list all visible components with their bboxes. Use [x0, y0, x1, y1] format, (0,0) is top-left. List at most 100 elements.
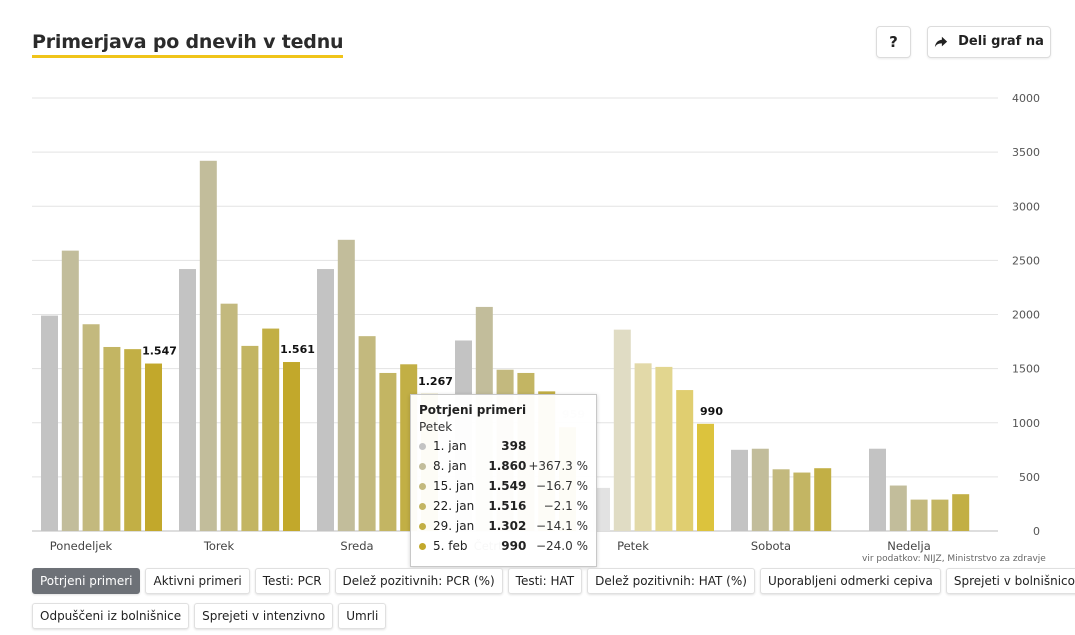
x-tick-label: Sobota [751, 539, 791, 553]
tooltip-row: 15. jan 1.549 −16.7 % [419, 476, 588, 496]
share-arrow-icon [935, 36, 948, 48]
page-title: Primerjava po dnevih v tednu [32, 30, 344, 58]
help-button[interactable]: ? [876, 26, 911, 58]
bar [952, 494, 970, 531]
tooltip-title: Potrjeni primeri [419, 403, 527, 417]
bar [751, 448, 769, 531]
tooltip-row: 8. jan 1.860 +367.3 % [419, 456, 588, 476]
tooltip-change: −16.7 % [535, 479, 588, 493]
y-tick-label: 500 [1019, 471, 1040, 484]
tooltip-value: 990 [501, 539, 527, 553]
data-label: 1.267 [418, 375, 453, 388]
tab-row: Potrjeni primeri Aktivni primeri Testi: PC… [32, 568, 1075, 594]
y-tick-label: 3500 [1012, 146, 1040, 159]
metric-tabs: Potrjeni primeri Aktivni primeri Testi: PC… [32, 568, 1075, 635]
tab-testi-hat[interactable]: Testi: HAT [507, 568, 583, 594]
bar [82, 324, 100, 531]
legend-dot-icon [419, 522, 426, 530]
tab-delež-pozitivnih-pcr[interactable]: Delež pozitivnih: PCR (%) [334, 568, 503, 594]
tooltip-row: 1. jan 398 [419, 436, 588, 456]
y-tick-label: 2000 [1012, 309, 1040, 322]
bar [61, 250, 79, 531]
tooltip-change: −14.1 % [535, 519, 588, 533]
tab-row: Odpuščeni iz bolnišnice Sprejeti v intenz… [32, 603, 1052, 629]
data-label: 1.547 [142, 345, 177, 358]
legend-dot-icon [419, 442, 426, 450]
tab-aktivni-primeri[interactable]: Aktivni primeri [145, 568, 250, 594]
bar [676, 390, 694, 531]
tooltip-change: −2.1 % [543, 499, 588, 513]
tooltip-value: 1.549 [488, 479, 527, 493]
y-tick-label: 2500 [1012, 254, 1040, 267]
x-tick-label: Petek [617, 539, 649, 553]
y-tick-label: 1000 [1012, 417, 1040, 430]
bar [179, 269, 196, 531]
bar [889, 485, 907, 531]
bar [793, 472, 811, 531]
tooltip-subtitle: Petek [419, 420, 453, 434]
bar [613, 329, 631, 531]
bar [220, 303, 238, 531]
tooltip-row: 29. jan 1.302 −14.1 % [419, 516, 588, 536]
bar [199, 160, 217, 531]
bar [103, 346, 121, 531]
bar [358, 336, 376, 531]
bar [910, 499, 928, 531]
tab-sprejeti-v-intenzivno[interactable]: Sprejeti v intenzivno [194, 603, 334, 629]
bar [317, 269, 334, 531]
legend-dot-icon [419, 502, 426, 510]
share-button-label: Deli graf na [958, 34, 1044, 49]
bar [283, 362, 300, 531]
tooltip-date: 15. jan [433, 479, 475, 493]
tooltip-row: 5. feb 990 −24.0 % [419, 536, 588, 556]
tooltip-date: 22. jan [433, 499, 475, 513]
bar [731, 449, 748, 531]
y-tick-label: 1500 [1012, 363, 1040, 376]
bar [41, 315, 58, 531]
tooltip-date: 5. feb [433, 539, 468, 553]
tab-uporabljeni-odmerki-cepiva[interactable]: Uporabljeni odmerki cepiva [759, 568, 941, 594]
x-tick-label: Sreda [340, 539, 373, 553]
data-label: 1.561 [280, 343, 315, 356]
bar [241, 345, 259, 531]
tooltip-row: 22. jan 1.516 −2.1 % [419, 496, 588, 516]
bar [593, 487, 610, 531]
bar [931, 499, 949, 531]
share-button[interactable]: Deli graf na [927, 26, 1051, 58]
y-tick-label: 0 [1033, 525, 1040, 538]
tooltip-date: 1. jan [433, 439, 467, 453]
tooltip-change: +367.3 % [528, 459, 588, 473]
bar-chart: 0 500 1000 1500 2000 2500 3000 3500 4000 Ponedelj… [32, 92, 1040, 553]
bar [697, 423, 714, 531]
bar [634, 363, 652, 531]
tooltip-value: 1.302 [488, 519, 527, 533]
tooltip-value: 1.516 [488, 499, 527, 513]
tab-delež-pozitivnih-hat[interactable]: Delež pozitivnih: HAT (%) [587, 568, 755, 594]
legend-dot-icon [419, 542, 426, 550]
bar [814, 468, 832, 531]
tab-umrli[interactable]: Umrli [338, 603, 387, 629]
y-tick-label: 3000 [1012, 200, 1040, 213]
x-tick-label: Torek [203, 539, 235, 553]
tab-testi-pcr[interactable]: Testi: PCR [254, 568, 330, 594]
bar [379, 372, 397, 531]
tooltip-change: −24.0 % [535, 539, 588, 553]
chart-tooltip: Potrjeni primeri Petek 1. jan 398 8. jan 1.… [410, 394, 597, 567]
tab-potrjeni-primeri[interactable]: Potrjeni primeri [32, 568, 141, 594]
tab-sprejeti-v-bolnišnico[interactable]: Sprejeti v bolnišnico [945, 568, 1075, 594]
x-tick-label: Ponedeljek [50, 539, 113, 553]
x-tick-label: Nedelja [887, 539, 931, 553]
bar [655, 366, 673, 531]
bar [772, 469, 790, 531]
bar [145, 363, 162, 531]
data-label: 990 [700, 405, 723, 418]
bar [337, 239, 355, 531]
tooltip-date: 29. jan [433, 519, 475, 533]
tooltip-value: 1.860 [488, 459, 527, 473]
bar [869, 448, 886, 531]
y-tick-label: 4000 [1012, 92, 1040, 105]
tooltip-value: 398 [501, 439, 527, 453]
bar [124, 349, 142, 531]
tab-odpuščeni-iz-bolnišnice[interactable]: Odpuščeni iz bolnišnice [32, 603, 190, 629]
bar [262, 328, 280, 531]
